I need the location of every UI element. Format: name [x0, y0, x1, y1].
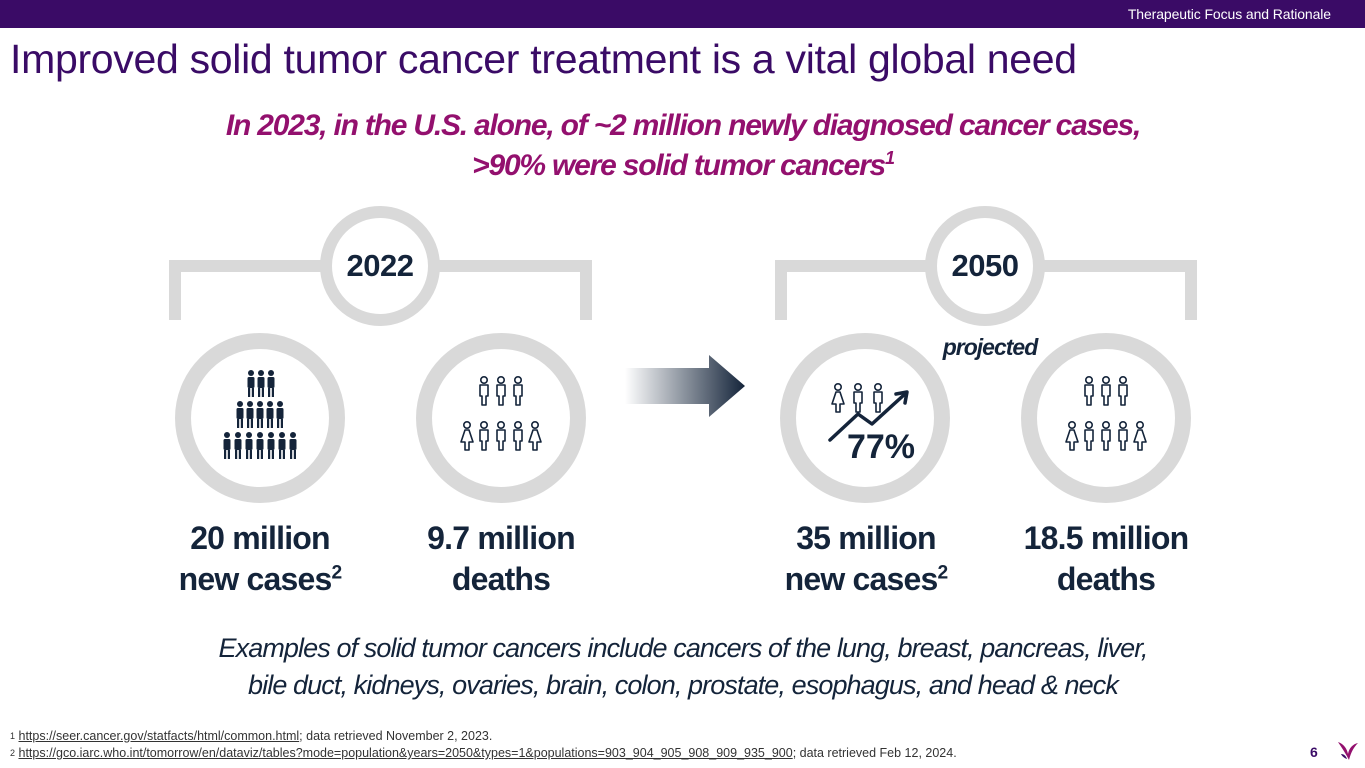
year-circle-2022	[320, 206, 440, 326]
group-2050	[775, 206, 1197, 503]
footnote-text: ; data retrieved November 2, 2023.	[299, 729, 493, 743]
stat-deaths-2022: 9.7 million deaths	[386, 518, 616, 600]
footnote-2: 2 https://gco.iarc.who.int/tomorrow/en/d…	[10, 745, 1210, 762]
page-number: 6	[1310, 744, 1318, 760]
footnote-number: 1	[10, 731, 16, 741]
stat-label: deaths	[1056, 561, 1156, 597]
projected-label: projected	[942, 334, 1039, 360]
stat-cases-2050: 35 million new cases2	[751, 518, 981, 600]
stat-value: 35 million	[796, 520, 936, 556]
stat-label-wrap: new cases2	[751, 559, 981, 600]
footnote-ref: 2	[331, 562, 343, 584]
stat-label: deaths	[451, 561, 551, 597]
year-label-2050: 2050	[951, 248, 1019, 283]
footnotes: 1 https://seer.cancer.gov/statfacts/html…	[10, 728, 1210, 762]
growth-percent: 77%	[846, 428, 916, 466]
year-label-2022: 2022	[346, 248, 414, 283]
stat-ring-deaths-2050	[1021, 333, 1191, 503]
footnote-1: 1 https://seer.cancer.gov/statfacts/html…	[10, 728, 1210, 745]
subtitle: In 2023, in the U.S. alone, of ~2 millio…	[150, 106, 1216, 186]
footnote-link-1[interactable]: https://seer.cancer.gov/statfacts/html/c…	[18, 729, 300, 743]
subtitle-line-1: In 2023, in the U.S. alone, of ~2 millio…	[225, 109, 1142, 142]
footnote-ref: 1	[885, 148, 895, 168]
infographic	[169, 206, 1197, 503]
subtitle-line-2: >90% were solid tumor cancers1	[150, 146, 1216, 186]
examples-line-1: Examples of solid tumor cancers include …	[218, 633, 1149, 663]
growth-people-icon	[828, 382, 909, 442]
group-2022	[169, 206, 592, 503]
year-circle-2050	[925, 206, 1045, 326]
stat-ring-deaths-2022	[416, 333, 586, 503]
stat-label-wrap: new cases2	[145, 559, 375, 600]
stat-label: new cases	[178, 561, 333, 597]
stat-cases-2022: 20 million new cases2	[145, 518, 375, 600]
stat-deaths-2050: 18.5 million deaths	[991, 518, 1221, 600]
examples-line-2: bile duct, kidneys, ovaries, brain, colo…	[248, 670, 1119, 700]
stat-label: new cases	[784, 561, 939, 597]
stat-value: 18.5 million	[1023, 520, 1189, 556]
stat-value: 9.7 million	[427, 520, 575, 556]
footnote-text: ; data retrieved Feb 12, 2024.	[792, 746, 957, 760]
stat-value: 20 million	[190, 520, 330, 556]
header-bar: Therapeutic Focus and Rationale	[0, 0, 1365, 28]
section-label: Therapeutic Focus and Rationale	[1127, 6, 1331, 22]
brand-logo-icon	[1338, 742, 1358, 760]
subtitle-line-2-text: >90% were solid tumor cancers	[472, 149, 886, 182]
footnote-ref: 2	[937, 562, 949, 584]
trend-arrow-icon	[625, 355, 745, 417]
examples-text: Examples of solid tumor cancers include …	[150, 630, 1216, 704]
page-title: Improved solid tumor cancer treatment is…	[10, 36, 1077, 82]
footnote-number: 2	[10, 748, 16, 758]
footnote-link-2[interactable]: https://gco.iarc.who.int/tomorrow/en/dat…	[18, 746, 793, 760]
